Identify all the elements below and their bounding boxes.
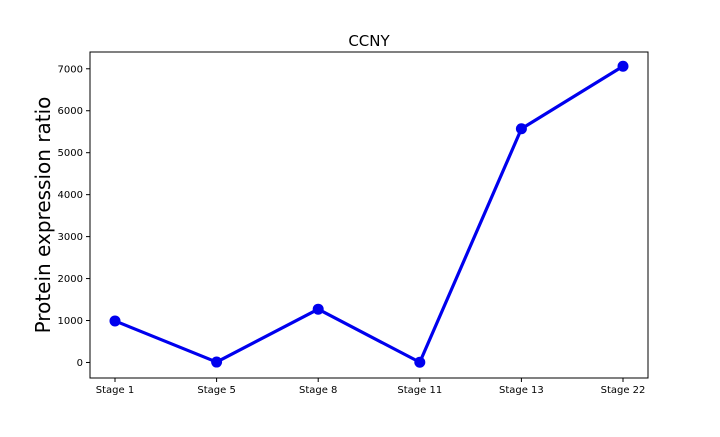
y-tick-label: 6000 bbox=[58, 106, 83, 117]
x-tick-label: Stage 8 bbox=[299, 385, 337, 396]
x-tick-label: Stage 22 bbox=[601, 385, 646, 396]
data-point bbox=[312, 303, 324, 315]
y-tick-label: 2000 bbox=[58, 274, 83, 285]
x-tick-label: Stage 13 bbox=[499, 385, 544, 396]
x-tick-label: Stage 11 bbox=[397, 385, 442, 396]
y-axis-ticks: 0 1000 2000 3000 4000 5000 6000 7000 bbox=[58, 64, 90, 369]
x-tick-label: Stage 1 bbox=[96, 385, 134, 396]
y-axis-label: Protein expression ratio bbox=[31, 97, 55, 334]
chart-title: CCNY bbox=[348, 32, 390, 50]
data-point bbox=[109, 315, 121, 327]
data-point bbox=[211, 356, 223, 368]
series-line bbox=[113, 64, 625, 364]
y-tick-label: 7000 bbox=[58, 64, 83, 75]
y-tick-label: 5000 bbox=[58, 148, 83, 159]
series-layer bbox=[109, 60, 629, 368]
y-tick-label: 3000 bbox=[58, 232, 83, 243]
y-tick-label: 1000 bbox=[58, 316, 83, 327]
plot-area-frame bbox=[89, 51, 649, 379]
data-point bbox=[515, 123, 527, 135]
y-tick-label: 4000 bbox=[58, 190, 83, 201]
data-point bbox=[617, 60, 629, 72]
x-axis-ticks: Stage 1 Stage 5 Stage 8 Stage 11 Stage 13 Sta… bbox=[96, 378, 646, 396]
y-tick-label: 0 bbox=[77, 358, 83, 369]
data-point bbox=[414, 356, 426, 368]
x-tick-label: Stage 5 bbox=[197, 385, 235, 396]
